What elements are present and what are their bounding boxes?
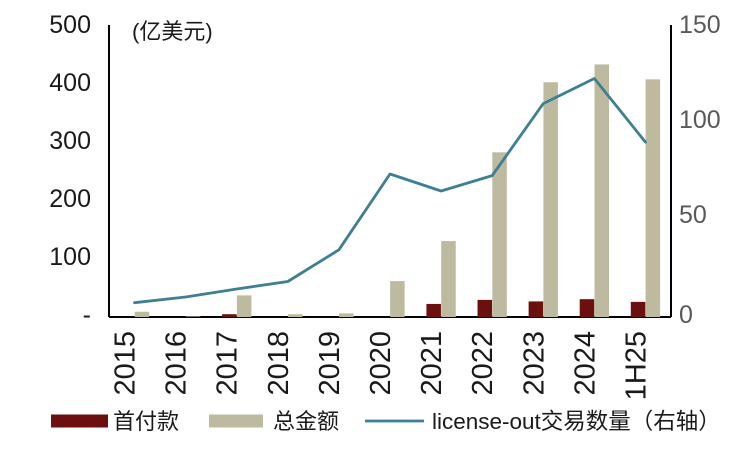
svg-text:(亿美元): (亿美元) xyxy=(132,19,213,44)
svg-text:2020: 2020 xyxy=(365,331,397,396)
svg-text:license-out交易数量（右轴）: license-out交易数量（右轴） xyxy=(432,409,721,434)
svg-text:150: 150 xyxy=(679,11,721,39)
svg-text:2015: 2015 xyxy=(110,331,142,396)
svg-text:2021: 2021 xyxy=(416,331,448,396)
svg-text:总金额: 总金额 xyxy=(273,409,339,434)
svg-text:2022: 2022 xyxy=(467,331,499,396)
svg-text:100: 100 xyxy=(49,243,91,271)
svg-text:2016: 2016 xyxy=(161,331,193,396)
svg-text:50: 50 xyxy=(679,201,707,229)
svg-text:500: 500 xyxy=(49,11,91,39)
svg-text:2024: 2024 xyxy=(569,331,601,396)
svg-text:200: 200 xyxy=(49,185,91,213)
svg-text:首付款: 首付款 xyxy=(113,409,179,434)
svg-text:2023: 2023 xyxy=(518,331,550,396)
svg-text:100: 100 xyxy=(679,106,721,134)
svg-text:-: - xyxy=(83,301,91,329)
svg-text:2018: 2018 xyxy=(263,331,295,396)
svg-text:0: 0 xyxy=(679,301,693,329)
svg-text:2019: 2019 xyxy=(314,331,346,396)
svg-text:1H25: 1H25 xyxy=(620,331,652,400)
svg-text:300: 300 xyxy=(49,127,91,155)
svg-text:2017: 2017 xyxy=(212,331,244,396)
svg-text:400: 400 xyxy=(49,69,91,97)
